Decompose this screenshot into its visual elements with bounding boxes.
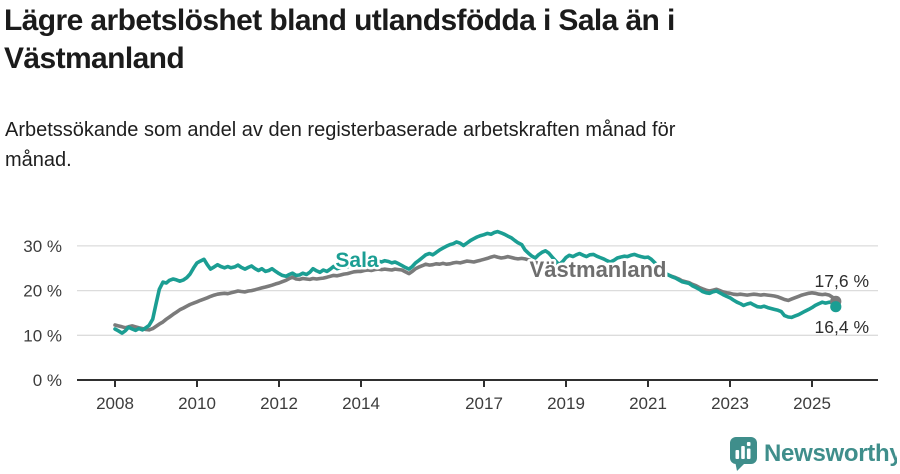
y-tick-label: 10 % [23,326,62,345]
subtitle-line-2: månad. [5,149,72,171]
chart-header: Lägre arbetslöshet bland utlandsfödda i … [4,2,876,78]
series-line-västmanland [113,254,838,332]
series-label-västmanland: Västmanland [530,257,667,282]
title-line-1: Lägre arbetslöshet bland utlandsfödda i … [4,4,675,37]
end-value-label-sala: 16,4 % [815,317,869,337]
y-tick-label: 30 % [23,237,62,256]
series-line-sala [113,229,838,335]
x-tick-label: 2008 [96,394,134,413]
chart-subtitle: Arbetssökande som andel av den registerb… [5,115,825,175]
x-tick-label: 2012 [260,394,298,413]
x-tick-label: 2021 [629,394,667,413]
x-tick-label: 2023 [711,394,749,413]
x-tick-label: 2019 [547,394,585,413]
page-title: Lägre arbetslöshet bland utlandsfödda i … [4,2,876,78]
newsworthy-logo-text: Newsworthy [764,440,897,467]
newsworthy-speech-bubble-chart-icon [730,437,757,471]
x-tick-label: 2017 [465,394,503,413]
y-tick-label: 20 % [23,282,62,301]
series-label-sala: Sala [335,249,379,272]
x-tick-label: 2014 [342,394,380,413]
series-end-dot-sala [830,301,842,313]
x-tick-label: 2010 [178,394,216,413]
x-tick-label: 2025 [793,394,831,413]
subtitle-line-1: Arbetssökande som andel av den registerb… [5,119,676,141]
title-line-2: Västmanland [4,42,185,75]
y-tick-label: 0 % [33,371,62,390]
newsworthy-logo: Newsworthy [730,437,897,471]
end-value-label-västmanland: 17,6 % [815,271,869,291]
